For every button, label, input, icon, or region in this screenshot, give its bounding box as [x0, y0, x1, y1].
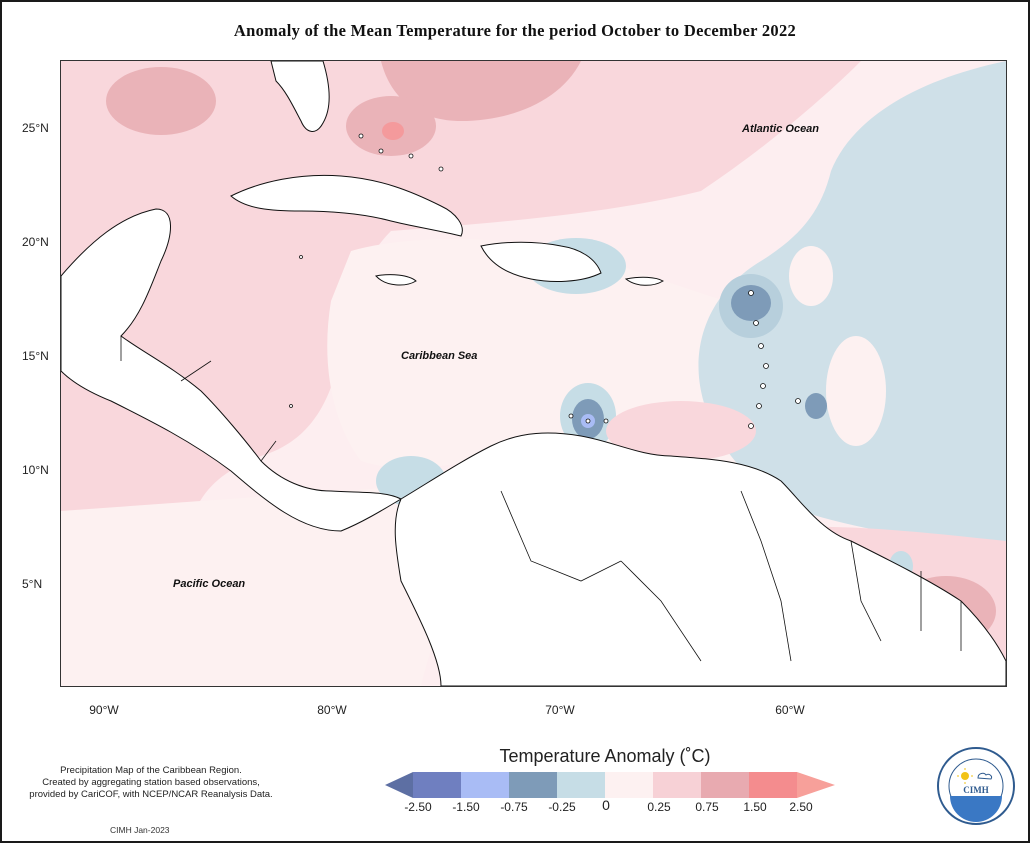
anomaly-zone-light-atlantic-b: [826, 336, 886, 446]
legend-label-3: -0.25: [548, 800, 576, 814]
anomaly-zone-rose-gulf: [106, 67, 216, 135]
small-islands: [289, 133, 801, 429]
legend-colorbar: [385, 772, 835, 798]
map-title: Anomaly of the Mean Temperature for the …: [233, 21, 797, 40]
anomaly-zone-steel-antilles: [731, 285, 771, 321]
legend-label-1: -1.50: [452, 800, 480, 814]
legend-label-6: 0.75: [695, 800, 719, 814]
anomaly-zone-rose-north: [381, 61, 581, 121]
lon-tick-60: 60°W: [775, 703, 805, 717]
legend-swatch-5: [605, 772, 653, 798]
source-notes: Precipitation Map of the Caribbean Regio…: [10, 765, 292, 801]
lat-tick-20: 20°N: [22, 235, 49, 249]
credit-text: CIMH Jan-2023: [110, 825, 170, 835]
lat-tick-25: 25°N: [22, 121, 49, 135]
map-panel[interactable]: [60, 60, 1007, 687]
land-hispaniola: [480, 241, 602, 282]
land-south-america: [394, 432, 1006, 686]
lon-tick-90: 90°W: [89, 703, 119, 717]
legend-swatch-9: [797, 772, 835, 798]
lat-tick-10: 10°N: [22, 463, 49, 477]
anomaly-zone-light-southwest: [61, 481, 481, 686]
legend-label-0: -2.50: [404, 800, 432, 814]
legend-swatch-8: [749, 772, 797, 798]
legend-swatch-0: [385, 772, 413, 798]
lon-tick-70: 70°W: [545, 703, 575, 717]
legend-label-2: -0.75: [500, 800, 528, 814]
legend-swatch-3: [509, 772, 557, 798]
anomaly-zone-steel-east: [805, 393, 827, 419]
lon-tick-80: 80°W: [317, 703, 347, 717]
label-pacific-ocean: Pacific Ocean: [173, 578, 246, 590]
land-jamaica: [375, 274, 417, 286]
land-central-america: [61, 208, 403, 532]
notes-line-2: Created by aggregating station based obs…: [42, 777, 260, 788]
legend-label-5: 0.25: [647, 800, 671, 814]
anomaly-zone-light-atlantic-a: [789, 246, 833, 306]
anomaly-zone-pink-venezuela: [606, 401, 756, 461]
border-lines: [120, 336, 962, 662]
legend-swatch-6: [653, 772, 701, 798]
notes-line-1: Precipitation Map of the Caribbean Regio…: [60, 765, 242, 776]
anomaly-zone-blue-atlantic: [698, 61, 1006, 551]
legend-swatch-4: [557, 772, 605, 798]
label-atlantic-ocean: Atlantic Ocean: [742, 123, 820, 135]
legend-title: Temperature Anomaly (˚C): [499, 746, 711, 766]
legend-label-4: 0: [602, 797, 610, 813]
legend-label-8: 2.50: [789, 800, 813, 814]
legend-swatch-1: [413, 772, 461, 798]
legend-swatch-7: [701, 772, 749, 798]
anomaly-zone-pink-west: [61, 61, 861, 521]
cimh-logo-icon: CIMH: [937, 747, 1015, 825]
land-puerto-rico: [624, 276, 664, 286]
legend-swatch-2: [461, 772, 509, 798]
land-cuba: [230, 174, 463, 237]
logo-text: CIMH: [963, 785, 989, 795]
lat-tick-5: 5°N: [22, 577, 43, 591]
anomaly-zone-red-bahamas: [382, 122, 404, 140]
lat-tick-15: 15°N: [22, 349, 49, 363]
land-layer: [61, 61, 1006, 686]
land-florida: [270, 61, 330, 132]
notes-line-3: provided by CariCOF, with NCEP/NCAR Rean…: [29, 789, 273, 800]
label-caribbean-sea: Caribbean Sea: [401, 350, 478, 362]
anomaly-map: [61, 61, 1006, 686]
legend-label-7: 1.50: [743, 800, 767, 814]
